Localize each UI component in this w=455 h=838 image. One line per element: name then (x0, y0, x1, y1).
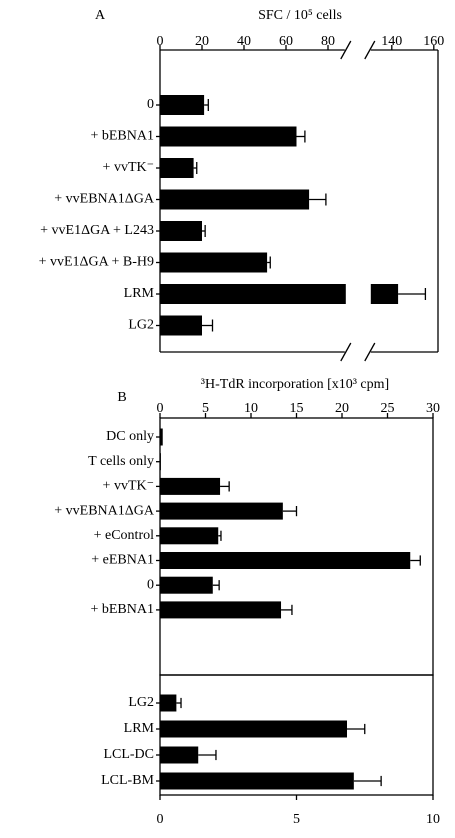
category-label: + eEBNA1 (91, 553, 154, 568)
axis-break (340, 342, 352, 362)
category-label: 0 (147, 577, 154, 592)
bar (160, 552, 411, 569)
bar (160, 601, 282, 619)
x-tick-label: 5 (202, 401, 209, 416)
category-label: + bEBNA1 (90, 129, 154, 144)
x-tick-label: 15 (290, 401, 304, 416)
x-tick-label: 10 (244, 401, 258, 416)
bar (160, 720, 348, 738)
bar (160, 189, 310, 210)
bar (160, 502, 283, 520)
x-axis-label: SFC / 10⁵ cells (258, 8, 342, 23)
x-tick-label: 0 (157, 34, 164, 49)
bar (160, 477, 221, 495)
x-tick-label: 20 (335, 401, 349, 416)
bar (160, 527, 219, 545)
panel-label: B (117, 390, 126, 405)
bar (160, 95, 205, 115)
axis-break (340, 40, 352, 60)
bar (160, 221, 202, 241)
category-label: LG2 (128, 695, 154, 710)
x-tick-label: 20 (195, 34, 209, 49)
category-label: 0 (147, 97, 154, 112)
category-label: LCL-BM (101, 773, 154, 788)
category-label: + vvE1ΔGA + L243 (40, 223, 154, 238)
bar (160, 746, 199, 764)
bar (160, 315, 202, 336)
bar (370, 284, 399, 304)
category-label: + vvEBNA1ΔGA (54, 503, 155, 518)
bar (160, 158, 194, 178)
x-tick-label: 5 (293, 812, 300, 827)
bar (160, 428, 163, 446)
category-label: + eControl (94, 528, 154, 543)
x-tick-label: 80 (321, 34, 335, 49)
bar (160, 252, 268, 273)
category-label: + vvEBNA1ΔGA (54, 192, 155, 207)
category-label: LRM (124, 721, 155, 736)
panel-label: A (95, 8, 106, 23)
bar (160, 126, 297, 147)
category-label: LG2 (128, 318, 154, 333)
bar (160, 576, 213, 594)
category-label: + vvE1ΔGA + B-H9 (39, 255, 154, 270)
frame (159, 417, 434, 676)
x-tick-label: 40 (237, 34, 251, 49)
category-label: + vvTK⁻ (103, 160, 154, 175)
category-label: + vvTK⁻ (103, 479, 154, 494)
x-tick-label: 10 (426, 812, 440, 827)
x-axis-label: ³H-TdR incorporation [x10³ cpm] (201, 377, 389, 392)
bar (160, 453, 161, 471)
axis-break (364, 342, 376, 362)
x-tick-label: 25 (381, 401, 395, 416)
bar (160, 284, 346, 304)
category-label: LCL-DC (103, 747, 154, 762)
category-label: DC only (106, 429, 154, 444)
category-label: T cells only (88, 454, 154, 469)
x-tick-label: 0 (157, 812, 164, 827)
bar (160, 772, 354, 790)
x-tick-label: 160 (423, 34, 444, 49)
x-tick-label: 30 (426, 401, 440, 416)
category-label: + bEBNA1 (90, 602, 154, 617)
category-label: LRM (124, 286, 155, 301)
bar (160, 694, 177, 712)
x-tick-label: 0 (157, 401, 164, 416)
x-tick-label: 60 (279, 34, 293, 49)
x-tick-label: 140 (381, 34, 402, 49)
axis-break (364, 40, 376, 60)
